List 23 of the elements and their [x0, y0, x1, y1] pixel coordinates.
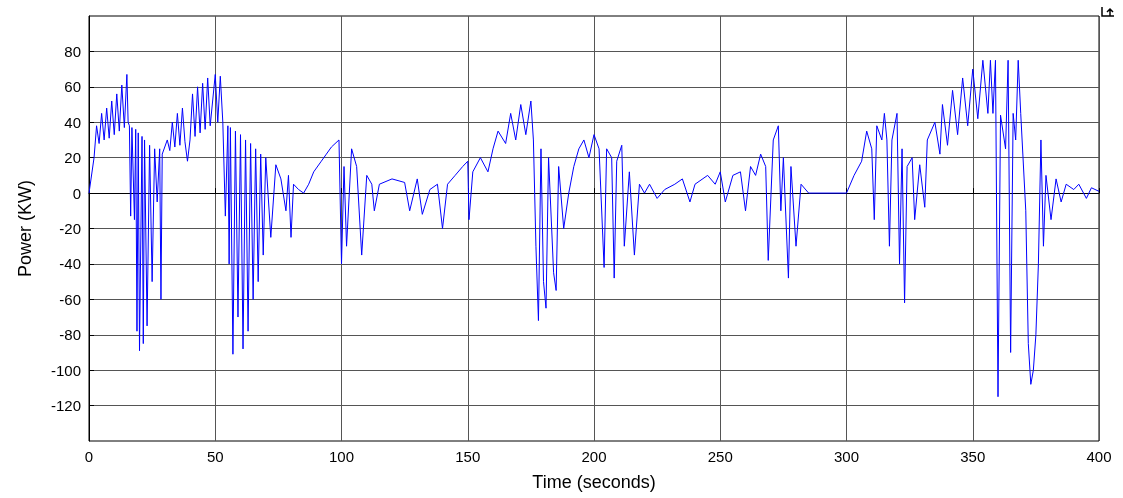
x-tick-label: 350 — [960, 448, 986, 465]
y-tick-label: -100 — [50, 361, 81, 379]
x-tick-label: 400 — [1086, 448, 1112, 465]
x-tick-label: 0 — [84, 448, 94, 465]
y-tick-label: -20 — [59, 220, 81, 237]
y-axis-title: Power (KW) — [15, 179, 35, 278]
y-tick-label: -80 — [59, 326, 81, 344]
y-tick-label: 20 — [64, 149, 81, 167]
x-tick-label: 250 — [707, 448, 733, 465]
x-tick-label: 300 — [833, 448, 860, 465]
x-tick-label: 200 — [581, 448, 607, 465]
y-tick-label: 80 — [64, 42, 81, 60]
y-tick-label: -120 — [50, 397, 81, 415]
y-tick-label: 40 — [64, 113, 81, 131]
x-axis-title: Time (seconds) — [532, 472, 656, 492]
y-tick-label: -60 — [59, 290, 81, 308]
line-series — [88, 59, 1100, 398]
x-tick-label: 100 — [328, 448, 355, 465]
y-tick-label: 60 — [64, 78, 81, 96]
y-tick-label: 0 — [72, 184, 81, 202]
y-tick-label: -40 — [59, 255, 81, 273]
x-tick-label: 50 — [206, 448, 224, 465]
x-tick-label: 150 — [455, 448, 481, 465]
